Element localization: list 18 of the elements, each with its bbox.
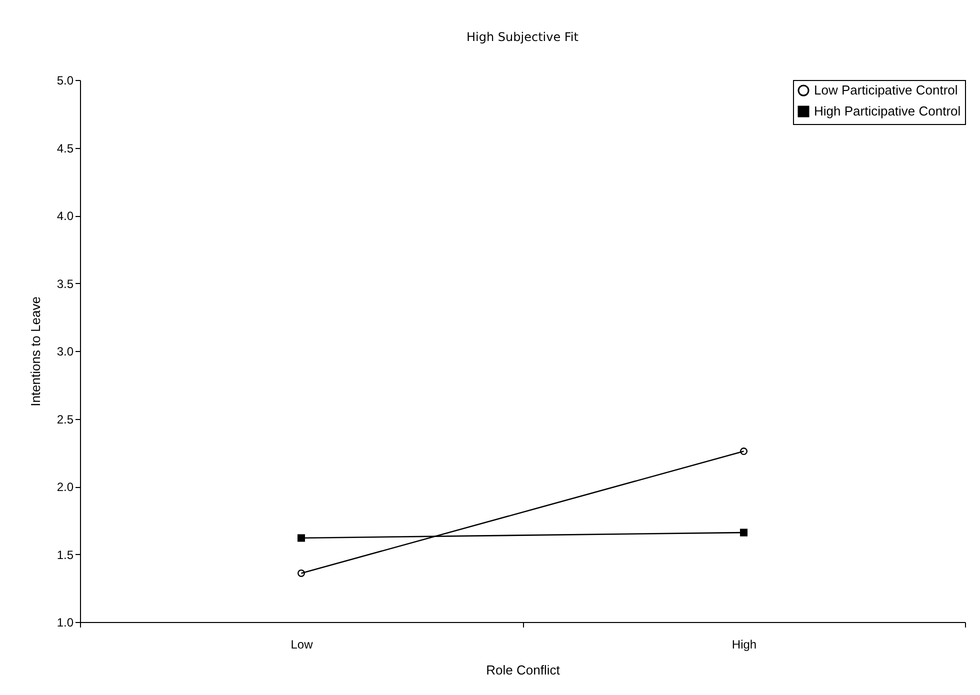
y-tick-label: 2.5 <box>56 412 74 426</box>
y-tick-label: 3.0 <box>56 344 74 358</box>
x-tick-label: High <box>732 638 757 652</box>
x-tick-label: Low <box>290 638 314 652</box>
point <box>740 528 748 536</box>
y-tick-label: 3.5 <box>56 276 74 291</box>
x-axis-title: Role Conflict <box>486 662 560 678</box>
y-tick-label: 1.0 <box>56 616 74 630</box>
y-tick-label: 4.5 <box>56 141 74 156</box>
chart-title: High Subjective Fit <box>466 30 579 44</box>
y-tick-label: 1.5 <box>56 548 74 562</box>
y-tick-label: 4.0 <box>56 209 74 223</box>
legend-label: High Participative Control <box>814 104 961 118</box>
y-tick-label: 2.0 <box>56 480 74 494</box>
y-axis-title: Intentions to Leave <box>28 296 43 406</box>
y-tick-label: 5.0 <box>56 74 74 88</box>
point <box>297 534 306 542</box>
legend-label: Low Participative Control <box>814 82 958 98</box>
